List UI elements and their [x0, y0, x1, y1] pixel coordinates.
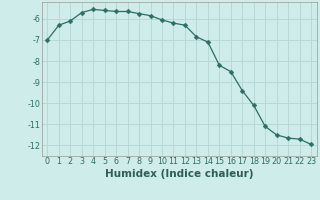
X-axis label: Humidex (Indice chaleur): Humidex (Indice chaleur) — [105, 169, 253, 179]
